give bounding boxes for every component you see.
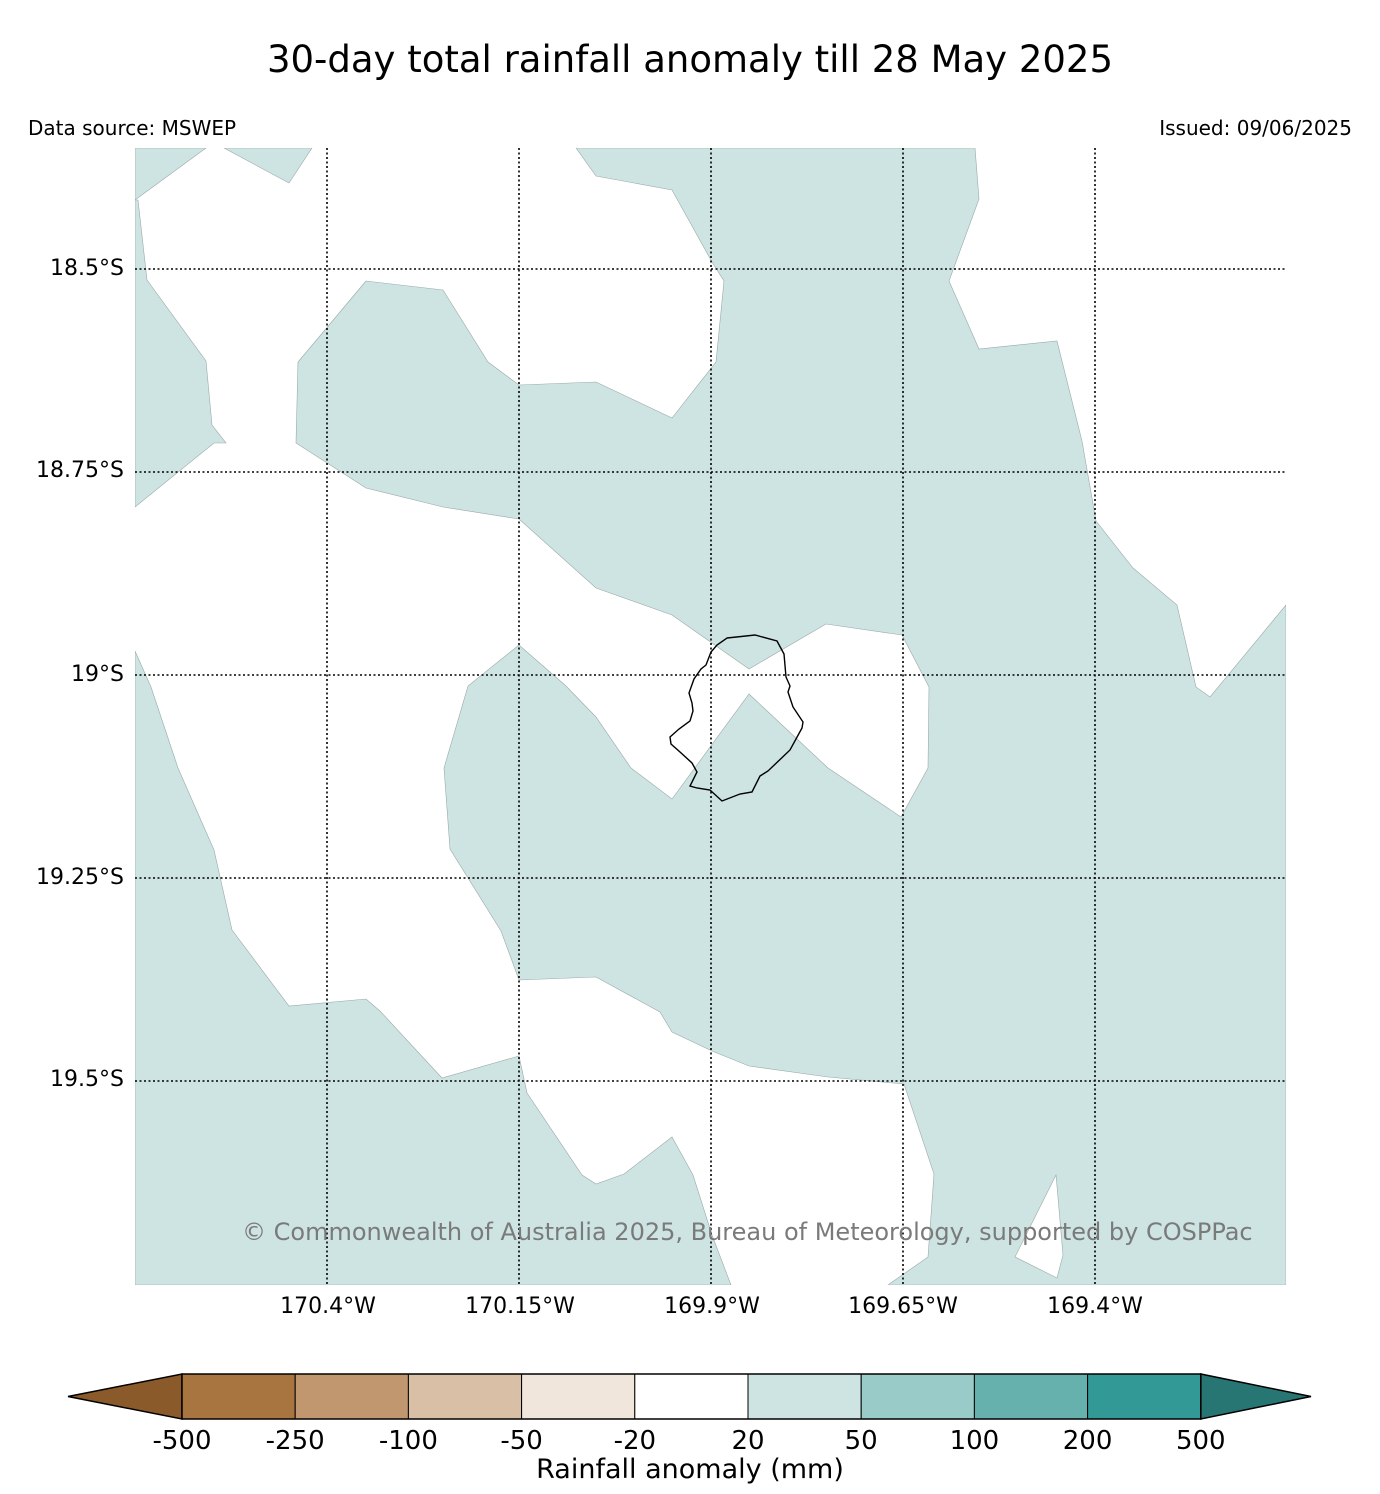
- colorbar-segment: [1087, 1373, 1202, 1420]
- colorbar-segment: [521, 1373, 636, 1420]
- colorbar-segment: [973, 1373, 1089, 1420]
- longitude-label: 170.4°W: [280, 1294, 376, 1319]
- chart-title: 30-day total rainfall anomaly till 28 Ma…: [266, 38, 1114, 81]
- latitude-label: 18.5°S: [50, 256, 124, 281]
- anomaly-region: [135, 148, 207, 201]
- colorbar-segment: [294, 1373, 409, 1420]
- colorbar-extend-high: [1200, 1373, 1312, 1420]
- colorbar-tick: -100: [378, 1426, 438, 1456]
- colorbar-tick: 100: [949, 1426, 1000, 1456]
- colorbar-segment: [634, 1373, 749, 1420]
- colorbar-segment: [181, 1373, 296, 1420]
- latitude-label: 19°S: [71, 662, 124, 687]
- colorbar-segment: [407, 1373, 523, 1420]
- issued-date-label: Issued: 09/06/2025: [1159, 116, 1352, 140]
- colorbar-tick: 20: [731, 1426, 765, 1456]
- longitude-label: 169.4°W: [1047, 1294, 1143, 1319]
- anomaly-regions: [135, 148, 1286, 1285]
- colorbar-tick: -50: [500, 1426, 543, 1456]
- colorbar-tick: -250: [265, 1426, 325, 1456]
- anomaly-region: [135, 199, 227, 508]
- longitude-label: 170.15°W: [465, 1294, 575, 1319]
- data-source-label: Data source: MSWEP: [28, 116, 237, 140]
- colorbar-tick: -500: [152, 1426, 212, 1456]
- colorbar-tick: -20: [613, 1426, 657, 1456]
- anomaly-region: [295, 148, 1286, 1285]
- latitude-label: 18.75°S: [36, 458, 124, 483]
- latitude-label: 19.5°S: [50, 1067, 124, 1092]
- anomaly-region: [135, 650, 732, 1285]
- colorbar-label: Rainfall anomaly (mm): [536, 1454, 844, 1485]
- colorbar-tick: 50: [844, 1426, 878, 1456]
- copyright-notice: © Commonwealth of Australia 2025, Bureau…: [242, 1218, 1253, 1246]
- colorbar-outline: [181, 1373, 1202, 1420]
- anomaly-region: [223, 148, 313, 184]
- colorbar-tick: 200: [1062, 1426, 1113, 1456]
- longitude-label: 169.65°W: [848, 1294, 958, 1319]
- colorbar-segment: [747, 1373, 862, 1420]
- latitude-label: 19.25°S: [36, 865, 124, 890]
- colorbar-segment: [860, 1373, 975, 1420]
- colorbar-extend-low: [67, 1373, 183, 1420]
- longitude-label: 169.9°W: [664, 1294, 760, 1319]
- colorbar-tick: 500: [1175, 1426, 1226, 1456]
- island-coastline: [669, 634, 804, 802]
- map-gridlines: [135, 148, 1286, 1285]
- anomaly-hole: [1014, 1173, 1064, 1279]
